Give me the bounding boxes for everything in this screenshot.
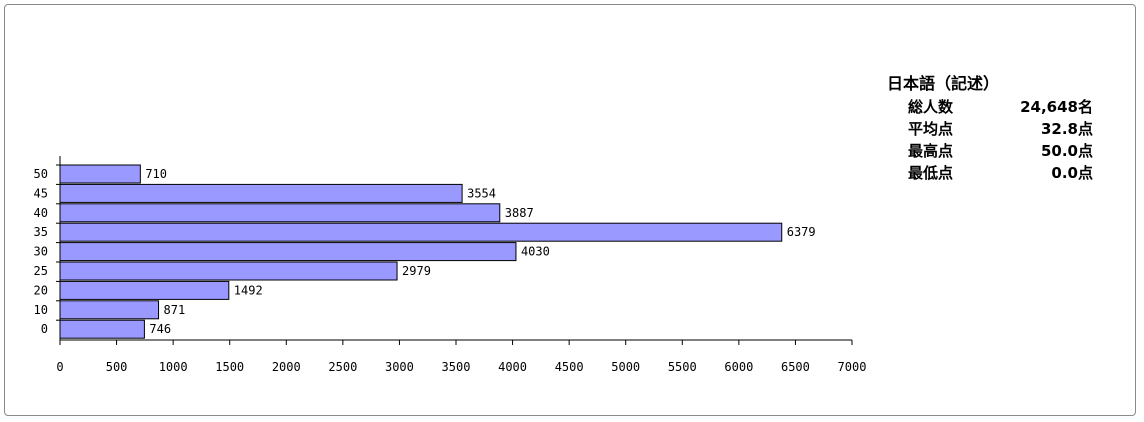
y-tick-label: 30 bbox=[34, 245, 48, 259]
x-tick-label: 6000 bbox=[724, 360, 753, 374]
y-tick-label: 0 bbox=[41, 322, 48, 336]
data-label: 4030 bbox=[521, 245, 550, 259]
x-tick-label: 2000 bbox=[272, 360, 301, 374]
y-tick-label: 45 bbox=[34, 186, 48, 200]
stats-label: 平均点 bbox=[908, 120, 954, 138]
x-tick-label: 5000 bbox=[611, 360, 640, 374]
y-tick-label: 10 bbox=[34, 303, 48, 317]
stats-row-min: 最低点 0.0点 bbox=[887, 162, 1117, 184]
bar-50 bbox=[59, 164, 141, 184]
bar-0 bbox=[59, 319, 145, 339]
data-label: 2979 bbox=[402, 264, 431, 278]
bar-30 bbox=[59, 242, 517, 262]
x-tick-label: 500 bbox=[106, 360, 128, 374]
stats-value: 0.0点 bbox=[1051, 164, 1093, 182]
stats-value: 32.8点 bbox=[1040, 120, 1093, 138]
x-tick-label: 4500 bbox=[555, 360, 584, 374]
x-tick-label: 1500 bbox=[215, 360, 244, 374]
y-tick-label: 40 bbox=[34, 206, 48, 220]
y-tick-label: 35 bbox=[34, 225, 48, 239]
x-tick-label: 0 bbox=[56, 360, 63, 374]
data-label: 710 bbox=[145, 167, 167, 181]
y-tick-label: 20 bbox=[34, 283, 48, 297]
stats-label: 総人数 bbox=[908, 98, 954, 116]
stats-label: 最低点 bbox=[908, 164, 954, 182]
stats-row-total: 総人数 24,648名 bbox=[887, 96, 1117, 118]
bar-10 bbox=[59, 300, 160, 320]
x-tick-label: 4000 bbox=[498, 360, 527, 374]
data-label: 3887 bbox=[505, 206, 534, 220]
stats-label: 最高点 bbox=[908, 142, 954, 160]
data-label: 746 bbox=[149, 322, 171, 336]
x-tick-label: 3500 bbox=[442, 360, 471, 374]
y-tick-label: 25 bbox=[34, 264, 48, 278]
stats-row-max: 最高点 50.0点 bbox=[887, 140, 1117, 162]
stats-value: 50.0点 bbox=[1040, 142, 1093, 160]
stats-title: 日本語（記述） bbox=[887, 74, 1000, 93]
stats-row-average: 平均点 32.8点 bbox=[887, 118, 1117, 140]
x-tick-label: 3000 bbox=[385, 360, 414, 374]
x-tick-label: 1000 bbox=[159, 360, 188, 374]
bar-40 bbox=[59, 203, 501, 223]
x-tick-label: 6500 bbox=[781, 360, 810, 374]
data-label: 6379 bbox=[787, 225, 816, 239]
bar-20 bbox=[59, 280, 230, 300]
bar-25 bbox=[59, 261, 398, 281]
x-tick-label: 5500 bbox=[668, 360, 697, 374]
x-tick-label: 2500 bbox=[328, 360, 357, 374]
bar-35 bbox=[59, 222, 783, 242]
data-label: 3554 bbox=[467, 186, 496, 200]
bar-45 bbox=[59, 183, 463, 203]
stats-panel: 日本語（記述） 総人数 24,648名 平均点 32.8点 最高点 50.0点 … bbox=[887, 72, 1117, 184]
y-tick-label: 50 bbox=[34, 167, 48, 181]
bars-group: 710 3554 3887 6379 4030 2979 1492 871 746 bbox=[59, 164, 816, 339]
x-tick-label: 7000 bbox=[838, 360, 867, 374]
data-label: 871 bbox=[164, 303, 186, 317]
stats-value: 24,648名 bbox=[1020, 98, 1093, 116]
data-label: 1492 bbox=[234, 283, 263, 297]
